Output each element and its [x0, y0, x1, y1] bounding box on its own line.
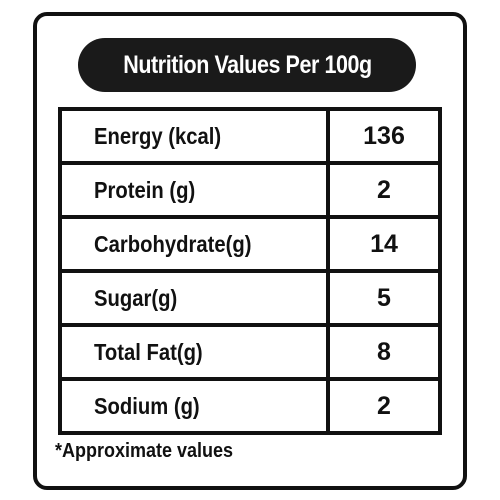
table-row: Carbohydrate(g) 14: [62, 219, 438, 273]
footnote: *Approximate values: [55, 440, 253, 463]
table-row: Sodium (g) 2: [62, 381, 438, 435]
nutrient-cell: Sugar(g): [62, 273, 330, 323]
footnote-text: *Approximate values: [55, 440, 234, 462]
table-row: Energy (kcal) 136: [62, 111, 438, 165]
nutrition-table: Energy (kcal) 136 Protein (g) 2 Carbohydrate…: [58, 107, 442, 435]
table-row: Protein (g) 2: [62, 165, 438, 219]
nutrient-name: Carbohydrate(g): [94, 230, 252, 257]
title: Nutrition Values Per 100g: [122, 50, 372, 79]
nutrient-name: Protein (g): [94, 176, 196, 203]
nutrient-value: 5: [377, 283, 391, 312]
nutrient-cell: Protein (g): [62, 165, 330, 215]
table-row: Total Fat(g) 8: [62, 327, 438, 381]
nutrient-name: Energy (kcal): [94, 122, 222, 149]
nutrient-cell: Energy (kcal): [62, 111, 330, 161]
nutrient-cell: Sodium (g): [62, 381, 330, 431]
table-row: Sugar(g) 5: [62, 273, 438, 327]
nutrient-cell: Carbohydrate(g): [62, 219, 330, 269]
nutrient-value: 8: [377, 337, 391, 366]
nutrient-cell: Total Fat(g): [62, 327, 330, 377]
nutrient-name: Sugar(g): [94, 284, 178, 311]
nutrient-value: 136: [363, 121, 405, 150]
nutrient-value: 2: [377, 175, 391, 204]
nutrient-name: Total Fat(g): [94, 338, 203, 365]
nutrient-value: 2: [377, 391, 391, 420]
nutrient-name: Sodium (g): [94, 392, 200, 419]
nutrient-value: 14: [370, 229, 398, 258]
label-frame: [33, 12, 467, 490]
title-banner: Nutrition Values Per 100g: [78, 38, 416, 92]
